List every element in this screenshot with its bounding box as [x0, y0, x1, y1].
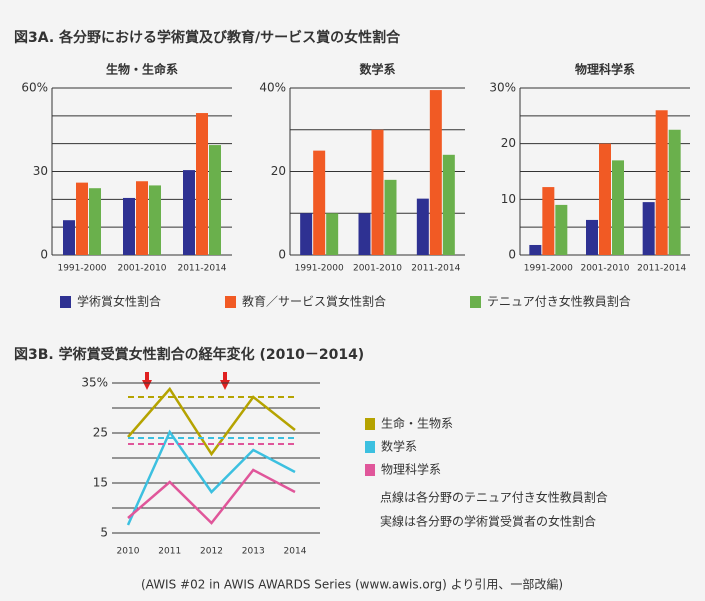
bar — [529, 244, 542, 255]
y-tick-label: 20 — [501, 136, 516, 150]
bar — [326, 213, 339, 255]
figure-title: 図3A. 各分野における学術賞及び教育/サービス賞の女性割合 — [14, 29, 401, 46]
line — [127, 386, 296, 457]
legend-swatch — [60, 296, 71, 308]
legend-label: 教育／サービス賞女性割合 — [242, 294, 386, 309]
chart-title: 数学系 — [359, 62, 395, 77]
x-tick-label: 2001-2010 — [117, 264, 166, 274]
x-tick-label: 2013 — [242, 547, 265, 557]
bar — [300, 213, 313, 255]
legend-swatch — [365, 441, 375, 453]
chart-title: 生物・生命系 — [106, 62, 178, 77]
y-tick-label: 10 — [501, 192, 516, 206]
bar — [655, 110, 668, 256]
x-tick-label: 2011-2014 — [177, 264, 226, 274]
arrow — [223, 372, 227, 381]
source: (AWIS #02 in AWIS AWARDS Series (www.awi… — [141, 577, 563, 592]
x-tick-label: 2011-2014 — [637, 264, 686, 274]
bar — [196, 113, 208, 255]
legend-swatch — [225, 296, 236, 308]
note: 点線は各分野のテニュア付き女性教員割合 — [380, 490, 608, 505]
y-tick-label: 30 — [33, 164, 48, 178]
x-tick-label: 2001-2010 — [353, 264, 402, 274]
legend-label: 数学系 — [381, 439, 417, 454]
bar — [358, 213, 371, 255]
bar — [209, 145, 221, 255]
legend-swatch — [365, 418, 375, 430]
y-tick-label: 5 — [100, 526, 108, 540]
x-tick-label: 2012 — [200, 547, 223, 557]
bar — [136, 181, 148, 255]
y-tick-label: 20 — [271, 164, 286, 178]
x-tick-label: 1991-2000 — [295, 264, 344, 274]
bar — [586, 219, 598, 255]
legend-label: テニュア付き女性教員割合 — [487, 294, 631, 309]
bar — [612, 160, 624, 255]
y-tick-label: 15 — [93, 476, 108, 490]
note: 実線は各分野の学術賞受賞者の女性割合 — [380, 514, 596, 529]
bar — [63, 220, 75, 255]
bar — [442, 154, 455, 255]
x-tick-label: 2010 — [117, 547, 140, 557]
x-tick-label: 1991-2000 — [524, 264, 573, 274]
x-tick-label: 2011-2014 — [411, 264, 460, 274]
legend-label: 物理科学系 — [381, 462, 441, 477]
x-tick-label: 1991-2000 — [57, 264, 106, 274]
y-tick-label: 30% — [489, 81, 516, 95]
bar — [149, 185, 161, 255]
x-tick-label: 2014 — [284, 547, 307, 557]
bar — [123, 197, 135, 255]
legend-label: 学術賞女性割合 — [77, 294, 161, 309]
y-tick-label: 35% — [81, 376, 108, 390]
y-tick-label: 40% — [259, 81, 286, 95]
bar — [599, 143, 611, 255]
legend-swatch — [470, 296, 481, 308]
bar — [76, 182, 88, 255]
bar — [555, 204, 568, 255]
bar — [313, 150, 326, 255]
line — [126, 429, 296, 526]
bar — [542, 187, 555, 255]
legend-label: 生命・生物系 — [381, 416, 453, 431]
x-tick-label: 2001-2010 — [580, 264, 629, 274]
bar — [183, 170, 195, 255]
arrow — [145, 372, 149, 381]
bar — [668, 129, 681, 255]
y-tick-label: 0 — [508, 248, 516, 262]
bar — [429, 90, 442, 256]
x-tick-label: 2011 — [158, 547, 181, 557]
chart-title: 物理科学系 — [575, 62, 635, 77]
bar — [89, 188, 101, 255]
chart-title: 図3B. 学術賞受賞女性割合の経年変化 (2010－2014) — [14, 346, 364, 363]
y-tick-label: 60% — [21, 81, 48, 95]
line — [127, 468, 296, 525]
bar — [371, 129, 384, 255]
y-tick-label: 25 — [93, 426, 108, 440]
y-tick-label: 0 — [278, 248, 286, 262]
bar — [416, 198, 429, 255]
bar — [384, 179, 397, 255]
bar — [642, 202, 655, 255]
legend-swatch — [365, 464, 375, 476]
y-tick-label: 0 — [40, 248, 48, 262]
